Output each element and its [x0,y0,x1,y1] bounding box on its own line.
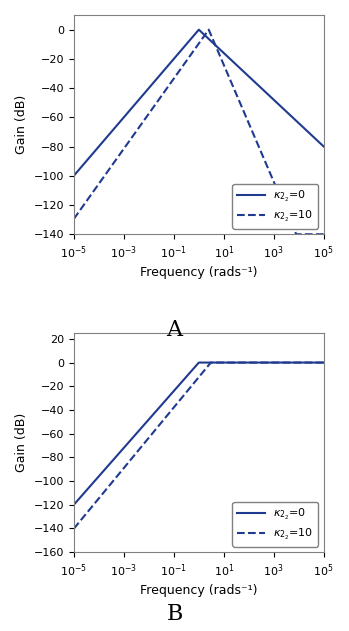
$\kappa_{2_2}$=0 [72,501,76,509]
$\kappa_{2_2}$=10 [72,525,76,533]
$\kappa_{2_2}$=10 [187,54,191,61]
$\kappa_{2_2}$=10 [72,215,76,223]
$\kappa_{2_2}$=0 [197,359,201,367]
$\kappa_{2_2}$=10 [207,26,211,33]
$\kappa_{2_2}$=0 [72,172,76,180]
$\kappa_{2_2}$=10 [322,230,326,238]
$\kappa_{2_2}$=0 [314,136,319,144]
$\kappa_{2_2}$=10 [84,509,89,517]
Line: $\kappa_{2_2}$=0: $\kappa_{2_2}$=0 [74,30,324,176]
$\kappa_{2_2}$=0 [84,487,89,494]
$\kappa_{2_2}$=10 [314,359,319,367]
$\kappa_{2_2}$=10 [269,171,273,179]
$\kappa_{2_2}$=10 [84,198,89,205]
X-axis label: Frequency (rads⁻¹): Frequency (rads⁻¹) [140,584,258,597]
$\kappa_{2_2}$=10 [322,359,326,367]
$\kappa_{2_2}$=10 [269,359,273,367]
$\kappa_{2_2}$=10 [187,386,191,393]
$\kappa_{2_2}$=0 [314,359,319,367]
$\kappa_{2_2}$=0 [193,30,198,37]
Line: $\kappa_{2_2}$=0: $\kappa_{2_2}$=0 [74,363,324,505]
$\kappa_{2_2}$=10 [314,230,319,238]
Text: B: B [166,603,183,625]
Y-axis label: Gain (dB): Gain (dB) [15,95,28,154]
$\kappa_{2_2}$=10 [294,230,298,238]
$\kappa_{2_2}$=0 [314,359,319,367]
$\kappa_{2_2}$=0 [187,38,191,45]
Y-axis label: Gain (dB): Gain (dB) [15,413,28,472]
Legend: $\kappa_{2_2}$=0, $\kappa_{2_2}$=10: $\kappa_{2_2}$=0, $\kappa_{2_2}$=10 [232,184,318,228]
$\kappa_{2_2}$=0 [269,93,273,101]
$\kappa_{2_2}$=0 [314,136,319,144]
$\kappa_{2_2}$=10 [193,45,198,52]
$\kappa_{2_2}$=0 [187,370,191,378]
$\kappa_{2_2}$=0 [84,157,89,165]
$\kappa_{2_2}$=0 [322,359,326,367]
X-axis label: Frequency (rads⁻¹): Frequency (rads⁻¹) [140,266,258,279]
Line: $\kappa_{2_2}$=10: $\kappa_{2_2}$=10 [74,363,324,529]
$\kappa_{2_2}$=0 [269,359,273,367]
Line: $\kappa_{2_2}$=10: $\kappa_{2_2}$=10 [74,30,324,234]
$\kappa_{2_2}$=10 [209,359,213,367]
$\kappa_{2_2}$=0 [193,363,198,370]
Text: A: A [166,319,183,341]
$\kappa_{2_2}$=10 [314,359,319,367]
$\kappa_{2_2}$=10 [315,230,319,238]
$\kappa_{2_2}$=10 [193,377,198,385]
$\kappa_{2_2}$=0 [197,26,201,33]
Legend: $\kappa_{2_2}$=0, $\kappa_{2_2}$=10: $\kappa_{2_2}$=0, $\kappa_{2_2}$=10 [232,502,318,546]
$\kappa_{2_2}$=0 [322,143,326,150]
